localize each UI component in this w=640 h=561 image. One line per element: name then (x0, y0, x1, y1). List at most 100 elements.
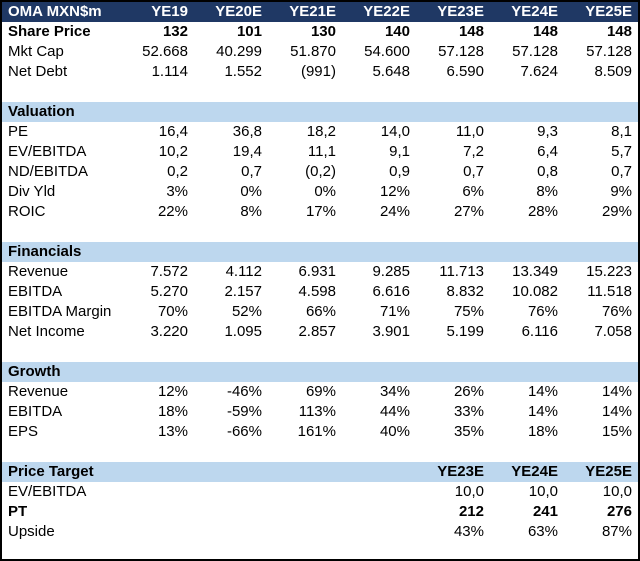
cell (194, 522, 268, 542)
cell: 3.901 (372, 323, 410, 340)
row-label: EBITDA (8, 403, 63, 420)
cell: 0% (314, 183, 336, 200)
cell: 8% (536, 183, 558, 200)
table-row: Revenue 12% -46% 69% 34% 26% 14% 14% (2, 382, 638, 402)
spacer-cell (2, 342, 638, 362)
cell: 130 (310, 23, 336, 40)
table-body: Share Price 132 101 130 140 148 148 148 Mkt Cap 5… (2, 22, 638, 559)
cell: 148 (532, 23, 558, 40)
cell (120, 482, 194, 502)
cell: 6.616 (372, 283, 410, 300)
cell: 26% (453, 383, 484, 400)
cell: YE24E (490, 462, 564, 482)
row-label: ROIC (8, 203, 46, 220)
cell: 6.116 (521, 323, 558, 340)
cell: 148 (606, 23, 632, 40)
cell: 18% (527, 423, 558, 440)
cell: 1.114 (151, 63, 188, 80)
cell: 71% (379, 303, 410, 320)
cell: 11,1 (307, 143, 336, 160)
table-row: EV/EBITDA 10,0 10,0 10,0 (2, 482, 638, 502)
cell: 76% (527, 303, 558, 320)
cell: 10,2 (158, 143, 188, 160)
cell: 44% (379, 403, 410, 420)
column-header: YE21E (268, 2, 342, 22)
cell: 22% (157, 203, 188, 220)
cell: -59% (226, 403, 262, 420)
table-row: Revenue 7.572 4.112 6.931 9.285 11.713 13.349 1… (2, 262, 638, 282)
cell: 29% (601, 203, 632, 220)
cell: 6% (462, 183, 484, 200)
cell: 17% (305, 203, 336, 220)
cell: 14% (527, 383, 558, 400)
table-row: Mkt Cap 52.668 40.299 51.870 54.600 57.128 57.… (2, 42, 638, 62)
cell: 40.299 (216, 43, 262, 60)
cell: 15% (601, 423, 632, 440)
cell: 6,4 (537, 143, 558, 160)
table-row: PT 212 241 276 (2, 502, 638, 522)
cell: 3.220 (150, 323, 188, 340)
cell: 24% (379, 203, 410, 220)
column-header: YE23E (416, 2, 490, 22)
spacer-row (2, 342, 638, 362)
cell: 7.624 (520, 63, 558, 80)
table-row: ROIC 22% 8% 17% 24% 27% 28% 29% (2, 202, 638, 222)
cell: 10.082 (512, 283, 558, 300)
cell: 4.112 (225, 263, 262, 280)
row-label: EBITDA Margin (8, 303, 112, 320)
cell: 6.590 (446, 63, 484, 80)
cell: 9.285 (372, 263, 410, 280)
spacer-cell (2, 222, 638, 242)
cell: 13.349 (512, 263, 558, 280)
cell: 27% (453, 203, 484, 220)
cell: 1.095 (224, 323, 262, 340)
cell: 10,0 (602, 483, 632, 500)
cell: 9,3 (537, 123, 558, 140)
spacer-cell (2, 82, 638, 102)
cell: 113% (298, 403, 336, 420)
cell: 4.598 (298, 283, 336, 300)
cell: 63% (527, 523, 558, 540)
cell (120, 502, 194, 522)
table-row: PE 16,4 36,8 18,2 14,0 11,0 9,3 8,1 (2, 122, 638, 142)
spacer-cell (2, 442, 638, 462)
cell: 43% (453, 523, 484, 540)
cell (268, 462, 342, 482)
cell: 87% (601, 523, 632, 540)
cell: 212 (458, 503, 484, 520)
row-label: ND/EBITDA (8, 163, 89, 180)
cell: 8,1 (611, 123, 632, 140)
cell: 8.832 (446, 283, 484, 300)
table-row: Share Price 132 101 130 140 148 148 148 (2, 22, 638, 42)
cell: 0,2 (167, 163, 188, 180)
spacer-row (2, 542, 638, 559)
row-label: Share Price (8, 23, 91, 40)
cell (268, 502, 342, 522)
cell: 16,4 (158, 123, 188, 140)
cell: 54.600 (364, 43, 410, 60)
cell: 2.157 (224, 283, 262, 300)
cell: 0,9 (389, 163, 410, 180)
cell: 33% (453, 403, 484, 420)
cell: 1.552 (224, 63, 262, 80)
table-row: EV/EBITDA 10,2 19,4 11,1 9,1 7,2 6,4 5,7 (2, 142, 638, 162)
table-header-row: OMA MXN$m YE19 YE20E YE21E YE22E YE23E Y… (2, 2, 638, 22)
cell (342, 502, 416, 522)
cell (342, 482, 416, 502)
table-row: Div Yld 3% 0% 0% 12% 6% 8% 9% (2, 182, 638, 202)
cell: 5.199 (446, 323, 484, 340)
column-header: YE22E (342, 2, 416, 22)
spacer-cell (2, 542, 638, 559)
cell (194, 462, 268, 482)
table-row: Upside 43% 63% 87% (2, 522, 638, 542)
cell: 75% (453, 303, 484, 320)
cell: 101 (236, 23, 262, 40)
cell: -66% (226, 423, 262, 440)
cell: 57.128 (586, 43, 632, 60)
cell: YE23E (416, 462, 490, 482)
column-header: YE20E (194, 2, 268, 22)
row-label: Net Debt (8, 63, 68, 80)
cell: 52.668 (142, 43, 188, 60)
